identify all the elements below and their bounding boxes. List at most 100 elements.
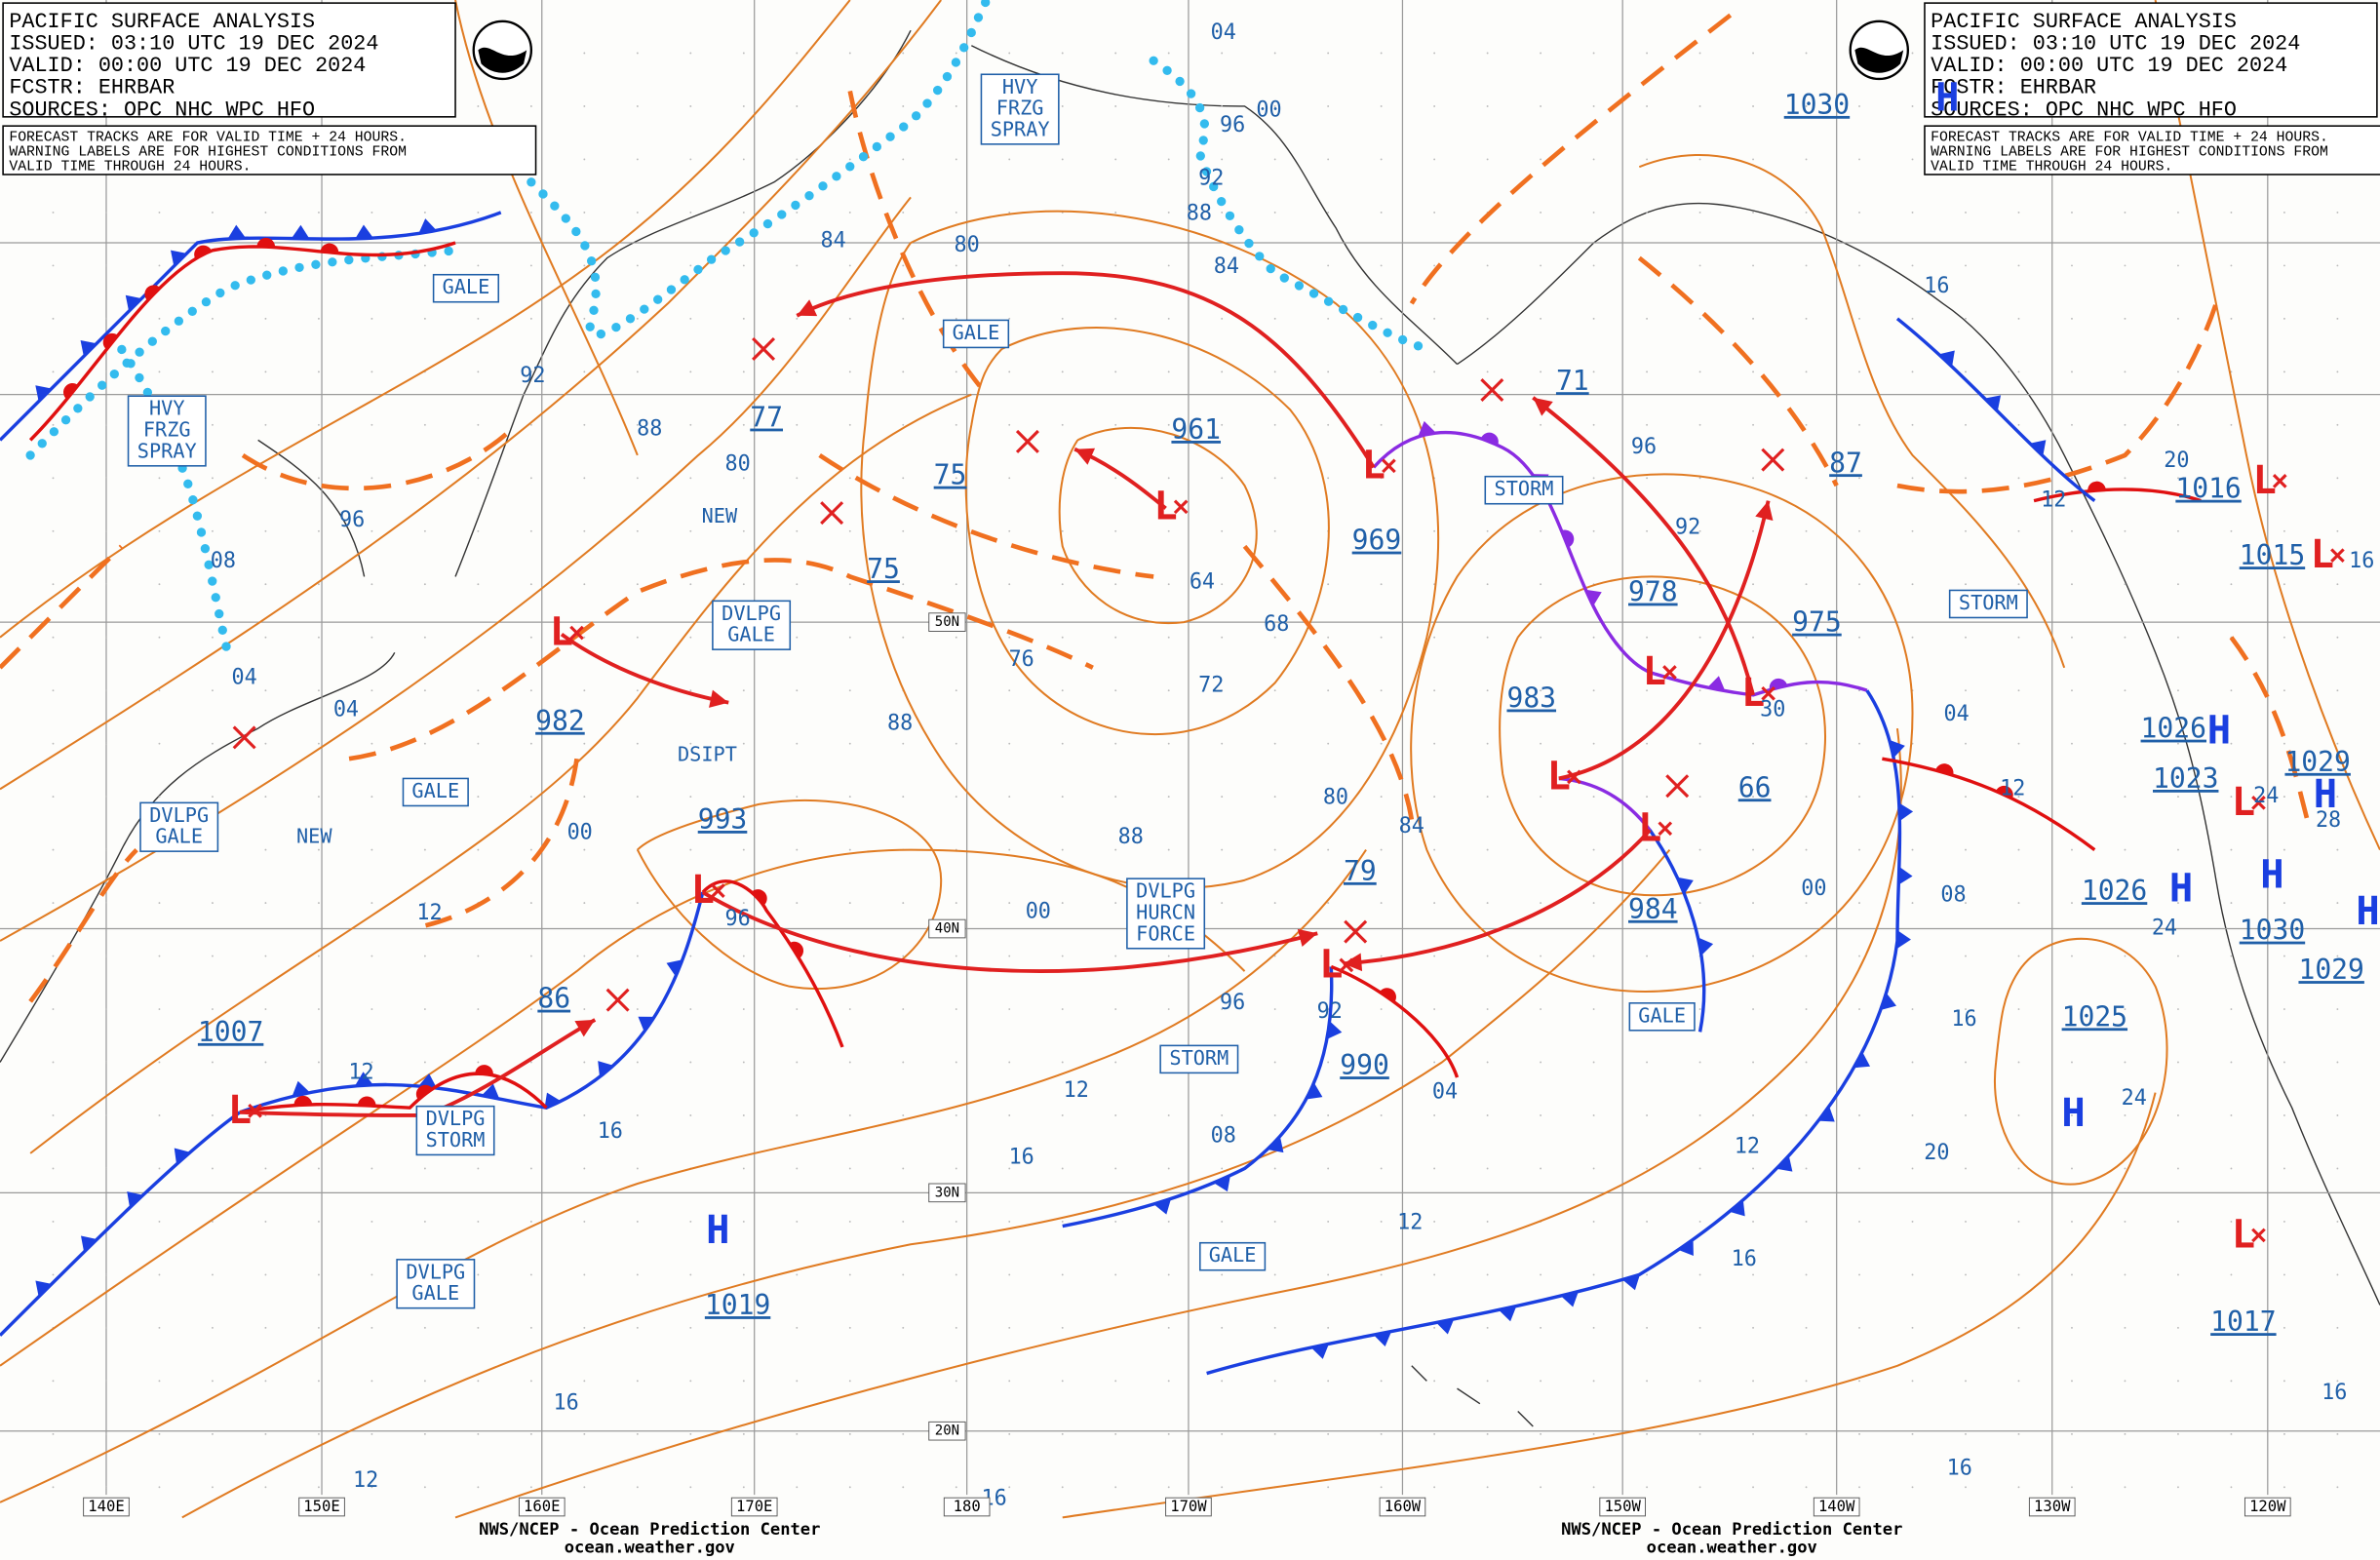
grid-dot bbox=[1273, 317, 1276, 320]
grid-dot bbox=[1911, 264, 1914, 267]
grid-dot bbox=[1592, 1114, 1595, 1116]
center-x bbox=[248, 1103, 262, 1118]
grid-dot bbox=[371, 1326, 373, 1329]
grid-dot bbox=[1167, 689, 1170, 692]
grid-dot bbox=[1752, 583, 1754, 586]
center-x bbox=[1658, 821, 1673, 837]
grid-dot bbox=[158, 370, 161, 373]
grid-dot bbox=[636, 317, 639, 320]
isobar-label: 66 bbox=[1738, 771, 1772, 803]
grid-dot bbox=[2017, 742, 2020, 745]
grid-dot bbox=[2071, 583, 2073, 586]
grid-dot bbox=[212, 1486, 214, 1489]
grid-dot bbox=[212, 317, 214, 320]
grid-dot bbox=[477, 423, 480, 426]
grid-dot bbox=[583, 1380, 586, 1383]
grid-dot bbox=[583, 742, 586, 745]
grid-dot bbox=[1167, 1432, 1170, 1435]
grid-dot bbox=[212, 1061, 214, 1064]
pressure-value: 975 bbox=[1792, 606, 1842, 639]
warm-front-semicircle bbox=[1561, 529, 1575, 548]
grid-dot bbox=[689, 848, 692, 851]
warning-label: GALE bbox=[953, 321, 1000, 344]
front-symbol bbox=[1435, 1318, 1455, 1335]
grid-dot bbox=[1114, 1114, 1117, 1116]
trough bbox=[1409, 13, 1733, 305]
grid-dot bbox=[636, 52, 639, 55]
grid-dot bbox=[1805, 742, 1808, 745]
grid-dot bbox=[689, 211, 692, 214]
front-symbol bbox=[418, 218, 437, 234]
grid-dot bbox=[2336, 742, 2339, 745]
grid-dot bbox=[1380, 636, 1383, 639]
grid-dot bbox=[477, 1220, 480, 1223]
front-symbol bbox=[1306, 1082, 1323, 1100]
isobar bbox=[29, 393, 972, 1154]
grid-dot bbox=[371, 1486, 373, 1489]
grid-dot bbox=[955, 902, 957, 905]
grid-dot bbox=[529, 370, 532, 373]
grid-dot bbox=[742, 158, 745, 161]
grid-dot bbox=[1433, 902, 1436, 905]
grid-dot bbox=[158, 1220, 161, 1223]
grid-dot bbox=[1805, 902, 1808, 905]
grid-dot bbox=[1805, 423, 1808, 426]
grid-dot bbox=[1273, 52, 1276, 55]
isobar-label: 96 bbox=[1220, 991, 1245, 1015]
isobar-label: 08 bbox=[1940, 882, 1966, 907]
grid-dot bbox=[848, 1326, 851, 1329]
isobar-label: 00 bbox=[1256, 98, 1281, 123]
grid-dot bbox=[1167, 1380, 1170, 1383]
grid-dot bbox=[1698, 848, 1701, 851]
grid-dot bbox=[1646, 1061, 1649, 1064]
isobar-label: 30 bbox=[1760, 697, 1785, 722]
warning-label: STORM bbox=[1495, 477, 1554, 500]
center-x bbox=[569, 625, 584, 641]
grid-dot bbox=[1380, 1380, 1383, 1383]
cold-front-triangle bbox=[1817, 1106, 1835, 1122]
grid-dot bbox=[2177, 1167, 2179, 1170]
grid-dot bbox=[689, 1273, 692, 1276]
grid-dot bbox=[1911, 1486, 1914, 1489]
cold-front-triangle bbox=[544, 1092, 562, 1110]
warning-box bbox=[1126, 878, 1206, 950]
grid-dot bbox=[955, 264, 957, 267]
grid-dot bbox=[796, 1486, 799, 1489]
header-line: FCSTR: EHRBAR bbox=[9, 76, 175, 100]
grid-dot bbox=[1273, 1380, 1276, 1383]
header-line: SOURCES: OPC NHC WPC HFO bbox=[1931, 98, 2237, 122]
grid-dot bbox=[317, 1273, 320, 1276]
isobar-label: 96 bbox=[339, 508, 365, 532]
grid-dot bbox=[158, 317, 161, 320]
grid-dot bbox=[2336, 955, 2339, 957]
grid-dot bbox=[317, 317, 320, 320]
grid-dot bbox=[2071, 902, 2073, 905]
grid-dot bbox=[2124, 1380, 2126, 1383]
front-symbol bbox=[475, 1065, 493, 1075]
grid-dot bbox=[158, 636, 161, 639]
header-line: PACIFIC SURFACE ANALYSIS bbox=[9, 10, 315, 34]
position-x bbox=[1344, 919, 1368, 944]
grid-dot bbox=[1167, 477, 1170, 480]
grid-dot bbox=[1380, 158, 1383, 161]
grid-dot bbox=[1911, 1326, 1914, 1329]
grid-dot bbox=[1698, 583, 1701, 586]
grid-dot bbox=[2071, 796, 2073, 799]
grid-dot bbox=[52, 796, 55, 799]
isobar-label: 84 bbox=[1214, 254, 1239, 279]
grid-dot bbox=[52, 1167, 55, 1170]
warning-label: HVY bbox=[149, 397, 185, 420]
grid-dot bbox=[955, 1167, 957, 1170]
grid-dot bbox=[2177, 1061, 2179, 1064]
grid-dot bbox=[902, 317, 905, 320]
map-lines bbox=[0, 29, 2380, 1427]
front-symbol bbox=[1697, 937, 1714, 956]
grid-dot bbox=[1061, 158, 1064, 161]
grid-dot bbox=[2282, 1061, 2285, 1064]
grid-dot bbox=[1380, 955, 1383, 957]
grid-dot bbox=[2282, 848, 2285, 851]
noaa-logo-wave bbox=[478, 47, 527, 73]
grid-dot bbox=[477, 1432, 480, 1435]
grid-dot bbox=[2230, 796, 2233, 799]
trough bbox=[818, 452, 1154, 579]
